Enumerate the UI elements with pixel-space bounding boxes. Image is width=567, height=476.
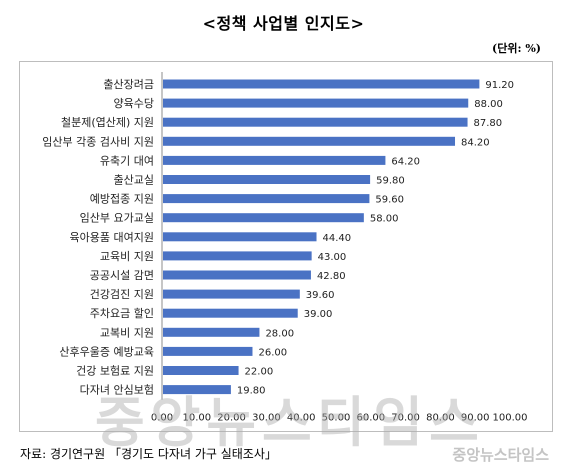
unit-label: (단위: %) (492, 42, 541, 55)
watermark-small: 중앙뉴스타임스 (452, 446, 549, 464)
bar (163, 136, 456, 146)
x-tick-label: 100.00 (493, 413, 528, 424)
bar (163, 117, 468, 127)
source-note: 자료: 경기연구원 「경기도 다자녀 가구 실태조사」 (20, 447, 277, 461)
x-tick-label: 10.00 (182, 413, 211, 424)
value-label: 59.80 (376, 176, 405, 187)
value-label: 88.00 (474, 99, 503, 110)
value-label: 42.80 (317, 271, 346, 282)
x-tick-label: 30.00 (252, 413, 281, 424)
value-label: 22.00 (245, 367, 274, 378)
category-label: 건강검진 지원 (90, 288, 154, 301)
value-label: 64.20 (391, 156, 420, 167)
x-tick-label: 70.00 (391, 413, 420, 424)
value-label: 87.80 (474, 118, 503, 129)
category-label: 철분제(엽산제) 지원 (61, 116, 154, 129)
x-tick-label: 0.00 (151, 413, 173, 424)
x-tick-label: 60.00 (356, 413, 385, 424)
category-label: 유축기 대여 (100, 154, 154, 167)
value-label: 39.60 (306, 290, 335, 301)
category-label: 다자녀 안심보험 (80, 384, 154, 397)
bar (163, 175, 371, 184)
category-label: 산후우울증 예방교육 (59, 345, 154, 358)
value-label: 28.00 (265, 328, 294, 339)
bar (163, 155, 386, 165)
bar (163, 289, 300, 299)
category-label: 교육비 지원 (100, 250, 154, 263)
bar (163, 194, 370, 204)
category-label: 출산교실 (114, 174, 154, 187)
value-label: 19.80 (237, 386, 266, 397)
value-label: 39.00 (304, 309, 333, 320)
bar (163, 385, 231, 395)
category-label: 교복비 지원 (100, 326, 154, 339)
bar (163, 79, 480, 89)
x-tick-label: 40.00 (287, 413, 316, 424)
bar (163, 232, 317, 242)
x-tick-label: 20.00 (217, 413, 246, 424)
value-label: 43.00 (318, 252, 347, 263)
category-label: 출산장려금 (103, 78, 154, 91)
category-label: 양육수당 (114, 97, 154, 110)
category-label: 예방접종 지원 (90, 193, 154, 206)
x-tick-label: 90.00 (461, 413, 490, 424)
category-label: 육아용품 대여지원 (70, 231, 154, 244)
value-label: 84.20 (461, 137, 490, 148)
bar (163, 213, 364, 223)
category-label: 건강 보험료 지원 (76, 365, 154, 378)
x-tick-label: 50.00 (322, 413, 351, 424)
chart-title: <정책 사업별 인지도> (202, 14, 365, 33)
value-label: 44.40 (323, 233, 352, 244)
bar (163, 98, 469, 108)
bar (163, 327, 260, 337)
bar (163, 270, 311, 280)
bar (163, 346, 253, 356)
category-label: 임산부 각종 검사비 지원 (42, 135, 154, 148)
value-label: 91.20 (485, 80, 514, 91)
value-label: 26.00 (258, 347, 287, 358)
value-label: 59.60 (375, 195, 404, 206)
category-label: 주차요금 할인 (90, 307, 154, 320)
bar (163, 366, 239, 375)
bar (163, 308, 298, 318)
value-label: 58.00 (370, 214, 399, 225)
bar (163, 251, 312, 261)
category-label: 공공시설 감면 (90, 269, 154, 282)
category-label: 임산부 요가교실 (80, 212, 154, 225)
x-tick-label: 80.00 (426, 413, 455, 424)
